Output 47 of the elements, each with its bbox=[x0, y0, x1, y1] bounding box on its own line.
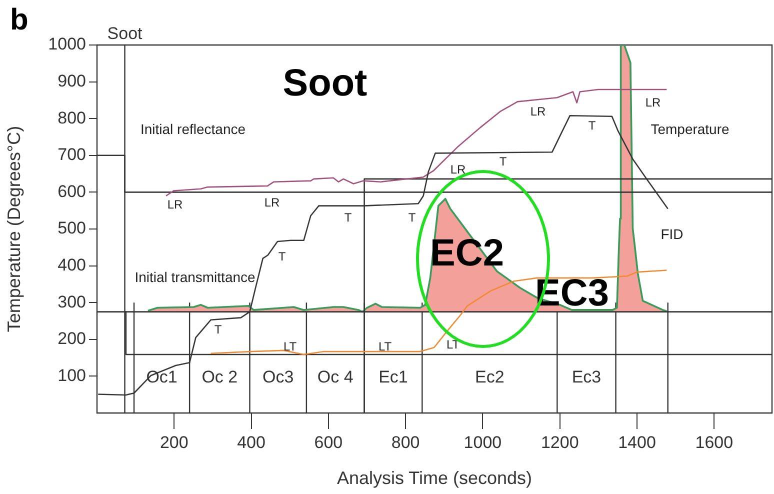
annotation: Ec1 bbox=[378, 367, 408, 386]
x-tick-label: 1200 bbox=[540, 432, 579, 452]
annotation: LT bbox=[283, 339, 298, 354]
annotation: Soot bbox=[282, 62, 368, 104]
y-tick-label: 200 bbox=[58, 329, 86, 348]
annotation: T bbox=[214, 322, 222, 336]
y-tick-label: 700 bbox=[58, 145, 86, 164]
annotation: Ec2 bbox=[475, 367, 504, 386]
annotation: T bbox=[588, 118, 596, 132]
annotation: Initial transmittance bbox=[134, 268, 256, 285]
y-axis-title: Temperature (Degrees°C) bbox=[4, 126, 24, 332]
annotation: T bbox=[344, 210, 352, 224]
y-tick-label: 100 bbox=[58, 366, 86, 385]
y-tick-label: 500 bbox=[58, 218, 86, 238]
annotation: Oc3 bbox=[262, 367, 294, 386]
text: b bbox=[10, 3, 28, 36]
y-tick-label: 800 bbox=[58, 108, 86, 128]
annotation: LR bbox=[645, 95, 661, 110]
annotation: LR bbox=[264, 195, 280, 210]
annotation: T bbox=[278, 249, 286, 264]
y-tick-label: 600 bbox=[58, 182, 86, 201]
x-axis-title: Analysis Time (seconds) bbox=[336, 468, 532, 488]
annotation: LR bbox=[450, 162, 466, 176]
annotation: T bbox=[408, 210, 416, 224]
y-tick-label: 900 bbox=[58, 71, 86, 90]
annotation: T bbox=[499, 154, 508, 168]
x-tick-label: 1000 bbox=[464, 432, 502, 452]
y-tick-label: 400 bbox=[58, 255, 86, 274]
annotation: Oc 4 bbox=[317, 367, 354, 386]
x-tick-label: 1600 bbox=[695, 432, 734, 452]
annotation: Initial reflectance bbox=[140, 120, 246, 137]
annotation: FID bbox=[660, 226, 684, 242]
x-tick-label: 600 bbox=[314, 432, 343, 452]
annotation: LR bbox=[530, 104, 546, 118]
annotation: Oc 2 bbox=[202, 367, 238, 386]
annotation: LT bbox=[378, 339, 392, 354]
annotation: Ec3 bbox=[572, 367, 602, 386]
annotation: Temperature bbox=[650, 120, 730, 137]
y-tick-label: 1000 bbox=[48, 34, 86, 54]
x-tick-label: 1400 bbox=[618, 432, 656, 452]
annotation: LR bbox=[167, 197, 183, 212]
x-tick-label: 400 bbox=[237, 432, 266, 452]
x-tick-label: 200 bbox=[160, 432, 188, 452]
ref-line-label: Soot bbox=[107, 24, 143, 44]
x-tick-label: 800 bbox=[391, 432, 420, 452]
annotation: Oc1 bbox=[146, 367, 178, 386]
y-tick-label: 300 bbox=[58, 292, 86, 312]
